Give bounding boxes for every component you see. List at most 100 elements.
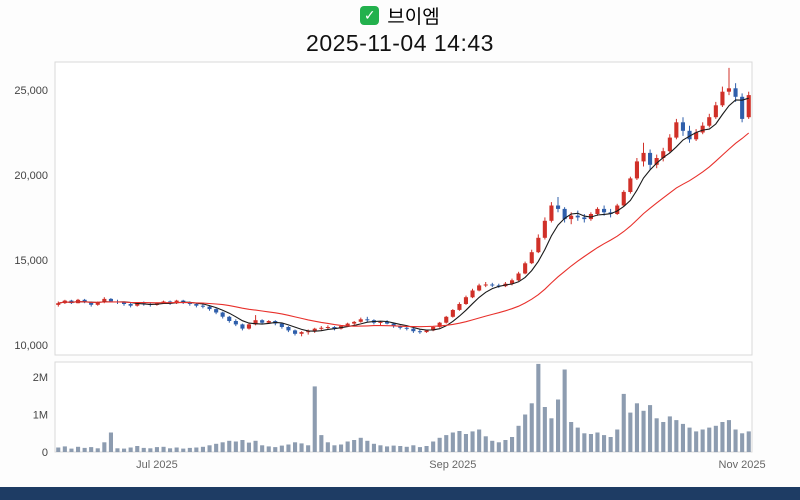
candle-body-up [358,319,363,322]
candle-body-down [385,321,390,324]
candle-body-down [582,217,587,220]
volume-bar [740,433,745,453]
volume-bar [161,446,166,453]
candle-body-up [529,252,534,264]
volume-bar [312,386,317,452]
candle-body-up [628,178,633,192]
candle-body-up [431,327,436,331]
candle-body-up [667,137,672,152]
volume-bar [523,414,528,452]
candle-body-up [463,297,468,304]
candle-body-up [246,324,251,329]
volume-bar [713,425,718,453]
candle-body-up [634,161,639,179]
volume-bar [463,434,468,452]
volume-bar [483,436,488,453]
candle-body-down [260,320,265,323]
volume-bar [588,434,593,452]
candle-body-up [661,151,666,158]
candle-body-up [95,302,100,305]
volume-bar [332,445,337,453]
volume-bar [726,420,731,452]
volume-bar [615,429,620,452]
candle-body-up [56,303,61,305]
volume-bar [608,437,613,452]
candle-body-down [207,306,212,310]
volume-bar [667,416,672,452]
candle-body-up [641,152,646,162]
candle-body-down [602,208,607,213]
candle-body-down [128,304,133,306]
volume-bar [391,445,396,452]
candle-body-up [477,285,482,291]
volume-bar [457,431,462,452]
candle-body-down [240,324,245,329]
volume-bar [76,446,81,453]
volume-bar [595,432,600,452]
candle-body-up [694,132,699,140]
volume-bar [582,433,587,453]
volume-bar [404,446,409,453]
volume-bar [69,448,74,452]
volume-bar [575,427,580,452]
candle-body-down [227,316,232,321]
volume-bar [115,448,120,453]
candle-body-up [352,321,357,324]
volume-bar [556,399,561,452]
candle-body-up [450,310,455,317]
candle-body-down [687,130,692,140]
volume-bar [141,447,146,452]
volume-bar [654,418,659,453]
volume-bar [319,435,324,452]
candle-body-down [411,328,416,332]
volume-bar [108,432,113,452]
stock-name: 브이엠 [387,6,440,28]
volume-bar [102,442,107,453]
volume-bar [200,446,205,453]
volume-bar [529,403,534,453]
volume-bar [602,435,607,452]
candle-body-up [542,220,547,238]
volume-bar [365,440,370,453]
volume-bar [641,410,646,453]
volume-bar [135,446,140,452]
volume-bar [89,447,94,452]
candle-body-down [562,208,567,220]
volume-bar [279,445,284,452]
candle-body-up [378,321,383,323]
ma-slow-line [58,132,750,328]
candle-body-up [536,237,541,253]
volume-bar [293,442,298,453]
candle-body-up [516,273,521,281]
title-row: ✓ 브이엠 [0,2,800,28]
candle-body-up [444,316,449,323]
volume-bar [371,443,376,453]
candle-body-down [194,304,199,306]
volume-bar [516,425,521,453]
volume-bar [240,440,245,452]
volume-bar [339,444,344,452]
volume-bar [437,437,442,453]
volume-bar [477,429,482,452]
volume-bar [352,440,357,452]
volume-bar [536,363,541,452]
candle-body-down [82,299,87,303]
price-axis-label: 10,000 [14,340,48,352]
volume-bar [431,441,436,452]
volume-bar [680,423,685,452]
candle-body-up [569,215,574,220]
volume-panel [54,361,753,453]
volume-bar [128,447,133,452]
candle-body-up [266,321,271,323]
volume-bar [720,422,725,452]
volume-bar [220,442,225,453]
volume-bar [733,429,738,452]
price-axis-label: 20,000 [14,170,48,182]
candle-body-up [306,331,311,333]
candle-body-up [707,117,712,126]
candle-body-down [122,302,127,304]
candle-body-down [332,327,337,329]
candle-body-down [417,331,422,333]
